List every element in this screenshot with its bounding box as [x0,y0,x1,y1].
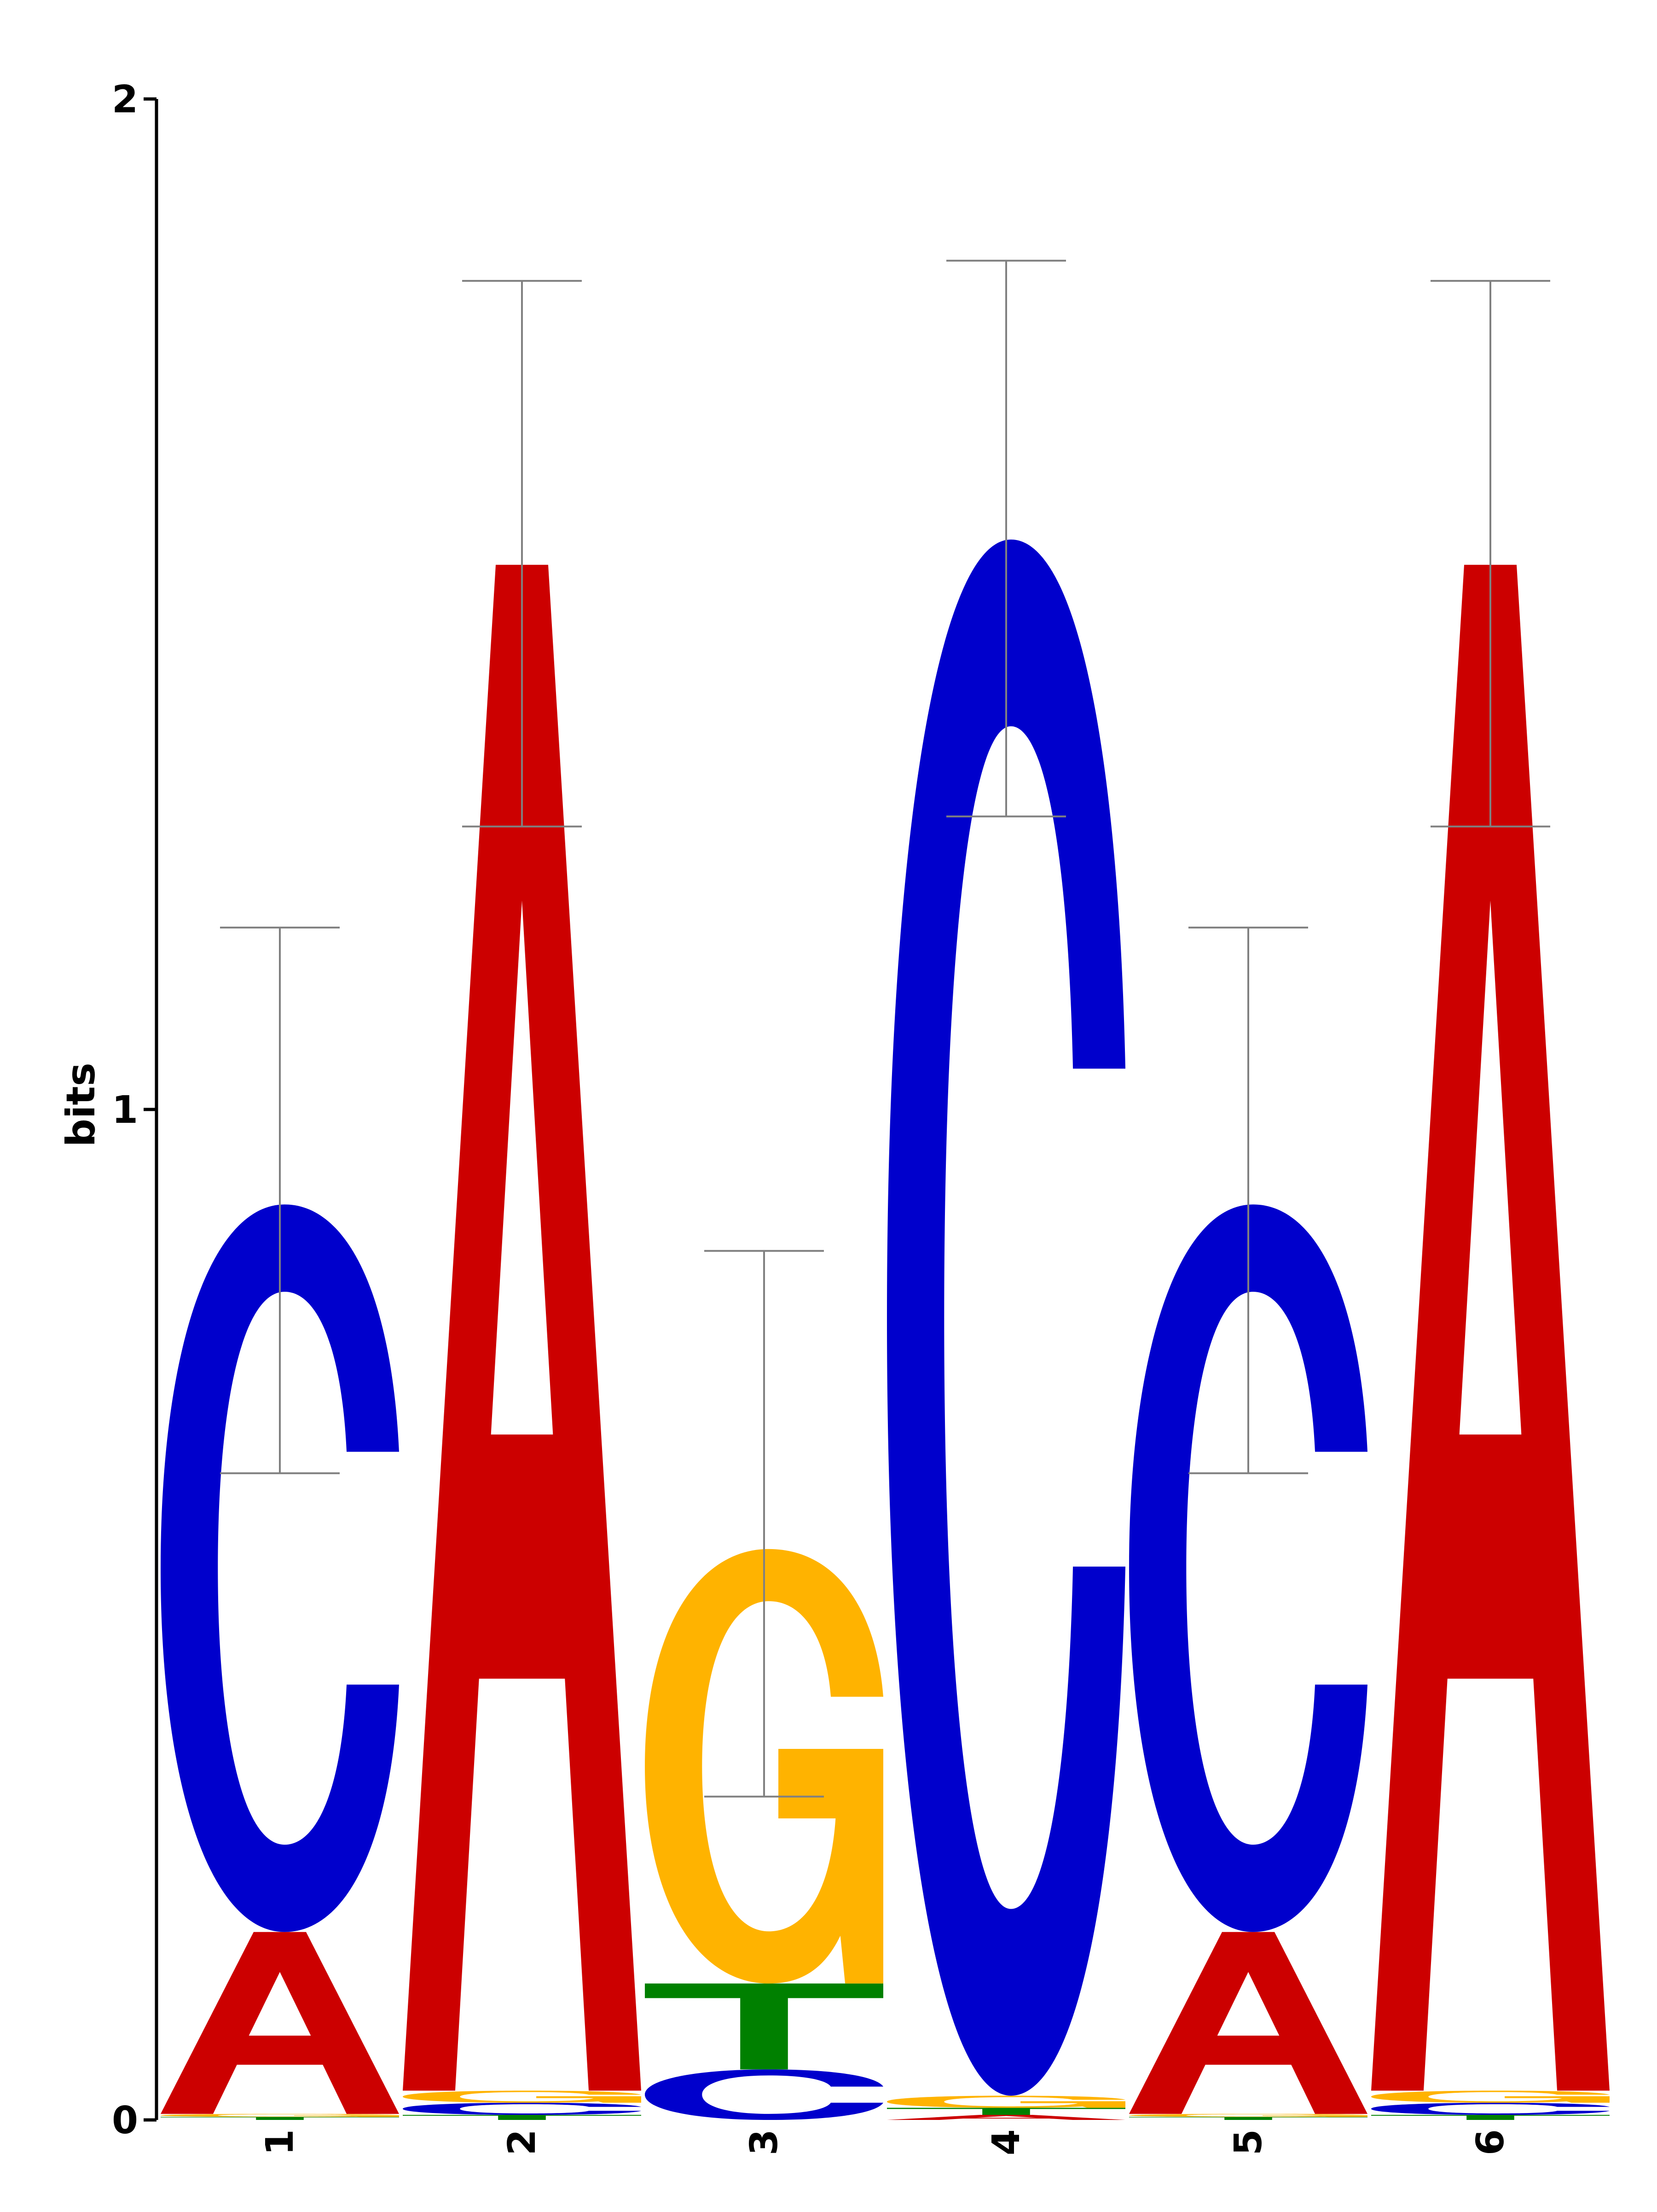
y-axis: 0 1 2 [112,78,158,2142]
y-tick-label: 0 [112,2099,138,2142]
x-tick-label: 4 [985,2129,1028,2155]
x-tick-label: 2 [500,2129,544,2155]
letter-T [161,2117,399,2120]
error-bar-5 [1188,926,1308,1475]
letter-C [645,2069,883,2120]
y-axis-title: bits [58,1062,104,1147]
error-bar-2 [462,280,582,828]
letter-A [1129,1932,1367,2114]
letter-A [161,1932,399,2114]
error-bar-1 [220,926,340,1475]
x-tick-label: 5 [1227,2129,1270,2155]
letter-G [1129,2113,1367,2117]
letter-G [1371,2090,1610,2103]
error-bar-4 [946,260,1066,818]
letter-C [1371,2102,1610,2115]
letter-G [161,2113,399,2117]
letter-A [887,2115,1125,2120]
y-tick-label: 2 [112,78,138,122]
letter-T [1129,2117,1367,2120]
error-bar-6 [1431,280,1550,828]
letter-T [403,2115,641,2120]
letter-T [1371,2115,1610,2120]
error-bars [220,260,1550,1798]
letter-C [403,2102,641,2115]
y-tick-label: 1 [112,1088,138,1132]
x-axis-labels: 1 2 3 4 5 6 [258,2129,1512,2155]
letter-T [887,2107,1125,2115]
letter-G [403,2090,641,2103]
letter-T [645,1983,883,2070]
error-bar-3 [704,1250,824,1798]
letter-G [887,2096,1125,2108]
logo-columns [161,540,1610,2120]
x-tick-label: 3 [742,2129,786,2155]
x-tick-label: 1 [258,2129,302,2155]
x-tick-label: 6 [1469,2129,1512,2155]
